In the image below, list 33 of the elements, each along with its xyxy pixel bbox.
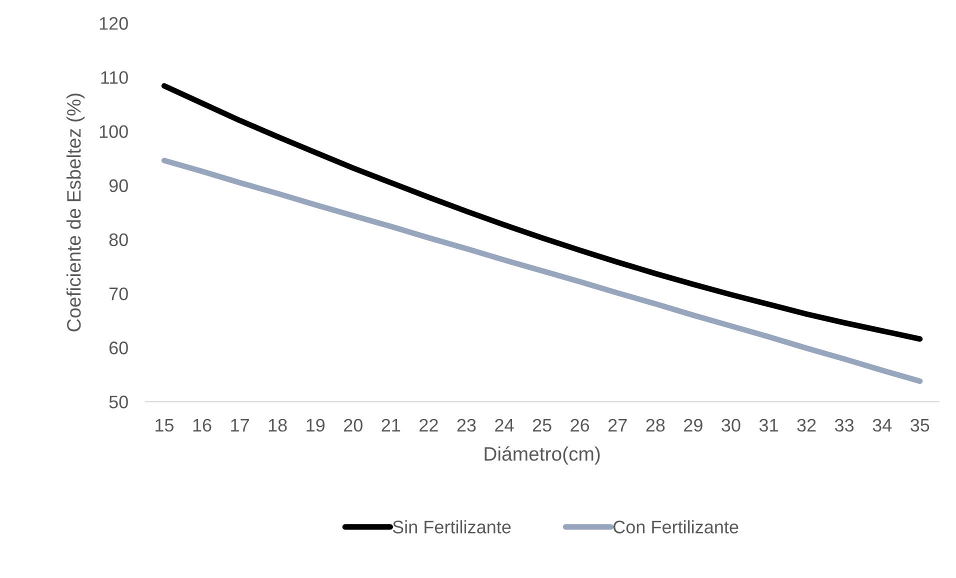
x-tick-label: 33 [834,418,854,432]
x-tick-label: 24 [495,418,514,432]
x-tick-label: 23 [457,418,476,432]
x-tick-label: 15 [156,419,174,432]
x-tick-label: 28 [646,418,665,432]
x-tick-label: 35 [910,418,930,432]
x-tick-label: 25 [532,418,552,432]
x-tick-label: 18 [268,418,287,432]
y-tick-label: 100 [100,125,128,138]
y-tick-label: 70 [109,287,128,300]
x-tick-label: 16 [193,418,212,432]
x-tick-label: 31 [759,418,778,432]
x-tick-label: 27 [608,418,627,432]
x-tick-label: 21 [382,418,400,432]
y-tick-label: 50 [109,396,128,408]
legend-label: Con Fertilizante [613,520,738,534]
x-tick-label: 32 [797,418,816,432]
x-tick-label: 19 [306,418,325,432]
y-tick-label: 110 [101,71,128,84]
y-tick-label: 120 [100,17,128,30]
y-axis-title: Coeficiente de Esbeltez (%) [66,94,85,332]
x-tick-label: 26 [570,418,590,432]
y-tick-label: 80 [109,233,128,246]
y-tick-label: 90 [109,179,128,192]
x-tick-label: 34 [872,418,892,432]
x-tick-label: 17 [231,419,249,432]
x-tick-label: 22 [420,418,438,432]
legend-label: Sin Fertilizante [392,520,511,534]
x-tick-label: 29 [684,418,702,432]
x-tick-label: 30 [722,418,740,432]
x-axis-title: Diámetro(cm) [484,446,600,465]
x-tick-label: 20 [344,418,362,432]
y-tick-label: 60 [109,342,128,354]
